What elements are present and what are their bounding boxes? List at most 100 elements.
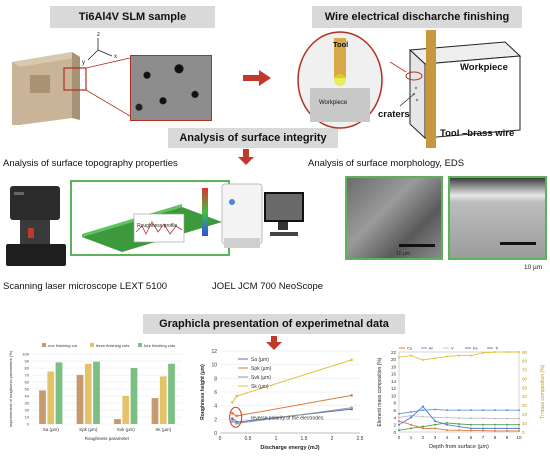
x-tick-label: 0 bbox=[398, 435, 401, 440]
y-left-tick-label: 0 bbox=[393, 430, 396, 435]
wedm-illustration bbox=[297, 30, 522, 148]
y-tick-label: 10 bbox=[25, 415, 30, 420]
y-axis-label: Improvement of roughness parameters (%) bbox=[8, 350, 13, 427]
data-point bbox=[446, 429, 448, 432]
x-tick-label: Sk (µm) bbox=[155, 427, 171, 432]
data-point bbox=[446, 355, 448, 358]
legend-label: Fe bbox=[473, 346, 478, 351]
data-point bbox=[410, 411, 412, 413]
data-point bbox=[446, 421, 448, 424]
data-point bbox=[470, 429, 472, 432]
y-tick-label: 30 bbox=[25, 401, 30, 406]
y-tick-label: 100 bbox=[22, 352, 29, 357]
bar bbox=[122, 396, 130, 424]
data-point bbox=[458, 425, 460, 428]
x-tick-label: 10 bbox=[516, 435, 522, 440]
data-point bbox=[350, 406, 353, 410]
y-left-tick-label: 12 bbox=[391, 386, 397, 391]
data-point bbox=[231, 417, 234, 420]
data-point bbox=[482, 409, 484, 412]
process-arrow-right bbox=[243, 70, 271, 86]
banner-graphical: Graphicla presentation of experimetnal d… bbox=[143, 314, 405, 334]
workpiece-small-label: Workpiece bbox=[319, 100, 348, 106]
x-axis-label: Discharge energy (mJ) bbox=[260, 445, 319, 451]
y-right-tick-label: 70 bbox=[522, 368, 528, 373]
bar bbox=[151, 398, 159, 424]
bar bbox=[114, 419, 121, 424]
y-left-tick-label: 10 bbox=[391, 393, 397, 398]
y-tick-label: 2 bbox=[214, 417, 217, 423]
data-point bbox=[398, 416, 400, 419]
legend-swatch bbox=[42, 343, 46, 347]
y-tick-label: 50 bbox=[25, 387, 30, 392]
sem-label: JOEL JCM 700 NeoScope bbox=[212, 281, 324, 292]
data-point bbox=[235, 394, 239, 398]
data-point bbox=[506, 417, 508, 420]
axis-z-label: z bbox=[97, 32, 100, 38]
y-right-tick-label: 0 bbox=[522, 430, 525, 435]
legend-label: three finishing cuts bbox=[96, 343, 129, 348]
y-tick-label: 70 bbox=[25, 373, 30, 378]
data-point bbox=[494, 423, 496, 426]
x-axis-label: Roughness parameter bbox=[85, 436, 130, 441]
data-point bbox=[494, 409, 496, 412]
y-left-tick-label: 22 bbox=[391, 350, 397, 355]
data-point bbox=[398, 423, 400, 426]
legend-label: Spk (µm) bbox=[251, 366, 272, 372]
data-point bbox=[506, 429, 508, 432]
bar bbox=[159, 376, 167, 424]
legend-label: Svk (µm) bbox=[251, 375, 271, 381]
data-point bbox=[506, 351, 508, 353]
topography-label: Analysis of surface topography propertie… bbox=[3, 158, 178, 169]
data-point bbox=[494, 429, 496, 432]
y-tick-label: 6 bbox=[214, 390, 217, 396]
y-right-axis-label: Ti mass composition (%) bbox=[540, 364, 546, 419]
data-point bbox=[482, 427, 484, 430]
y-right-tick-label: 60 bbox=[522, 376, 528, 381]
data-point bbox=[410, 414, 412, 417]
x-tick-label: Svk (µm) bbox=[117, 427, 136, 432]
data-point bbox=[482, 417, 484, 420]
x-tick-label: Sa (µm) bbox=[43, 427, 60, 432]
legend-label: four finishing cuts bbox=[144, 343, 175, 348]
banner-wedm: Wire electrical discharche finishing bbox=[312, 6, 522, 28]
legend-swatch bbox=[90, 343, 94, 347]
data-point bbox=[410, 427, 412, 430]
bar bbox=[93, 361, 100, 424]
y-tick-label: 20 bbox=[25, 408, 30, 413]
data-point bbox=[398, 412, 400, 415]
roughness-profile-label: Roughness profile bbox=[137, 223, 178, 229]
data-point bbox=[482, 429, 484, 432]
sem-illustration bbox=[221, 183, 304, 248]
craters-label: craters bbox=[378, 109, 410, 120]
y-left-tick-label: 14 bbox=[391, 379, 397, 384]
y-right-tick-label: 50 bbox=[522, 385, 528, 390]
banner-analysis: Analysis of surface integrity bbox=[168, 128, 338, 148]
annotation-ellipse bbox=[229, 406, 243, 428]
data-point bbox=[410, 423, 412, 426]
data-point bbox=[518, 429, 520, 432]
y-left-tick-label: 6 bbox=[393, 408, 396, 413]
sem-image-1-scale: 10 µm bbox=[396, 251, 410, 257]
sem-image-1 bbox=[345, 176, 443, 260]
bar bbox=[168, 363, 175, 424]
data-point bbox=[470, 354, 472, 357]
data-point bbox=[398, 356, 400, 359]
y-left-axis-label: Element mass composition (%) bbox=[377, 357, 383, 426]
legend-label: Cu bbox=[407, 346, 412, 351]
bar bbox=[84, 363, 92, 424]
process-arrow-down-1 bbox=[238, 149, 254, 165]
x-tick-label: 3 bbox=[434, 435, 437, 440]
data-point bbox=[518, 351, 520, 353]
topography-image bbox=[70, 180, 230, 256]
data-point bbox=[494, 351, 496, 353]
data-point bbox=[458, 423, 460, 425]
legend-label: Ti bbox=[495, 346, 498, 351]
y-left-tick-label: 18 bbox=[391, 364, 397, 369]
bar-chart-roughness-improvement: 0 10 20 30 40 50 60 70 80 90 100 Sa (µm) Spk (µm) Svk… bbox=[8, 343, 182, 441]
bar bbox=[39, 390, 46, 424]
data-point bbox=[434, 416, 436, 419]
data-point bbox=[458, 354, 460, 357]
y-tick-label: 8 bbox=[214, 376, 217, 382]
data-point bbox=[350, 358, 353, 362]
